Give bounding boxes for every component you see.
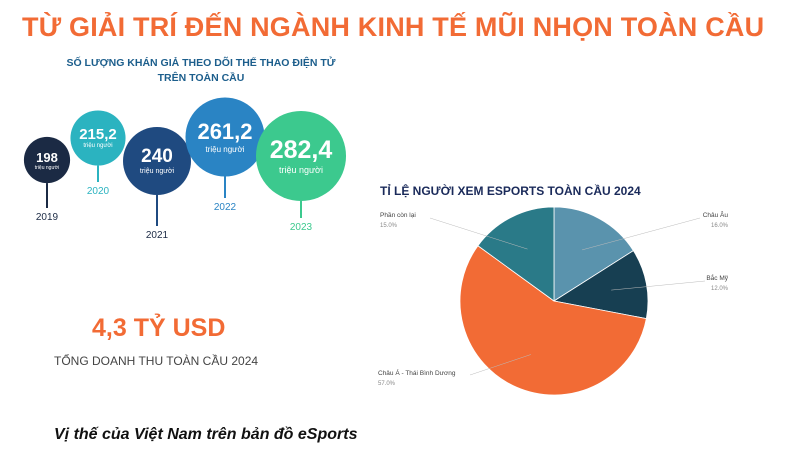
bubble-unit-label: triệu người (205, 144, 245, 154)
pie-slice (553, 206, 634, 302)
revenue-label: TỔNG DOANH THU TOÀN CẦU 2024 (54, 354, 259, 368)
pie-slice-label: Bắc Mỹ (706, 275, 728, 282)
pie-slice-label: Châu Âu (702, 212, 728, 219)
pie-slice (477, 206, 555, 302)
bubble-unit-label: triệu người (83, 143, 113, 150)
pie-slice-value: 12.0% (710, 286, 728, 292)
bubble-unit-label: triệu người (279, 164, 323, 175)
bubble-2023 (255, 110, 347, 202)
bubble-value-label: 282,4 (269, 136, 333, 164)
bubble-unit-label: triệu người (139, 167, 175, 175)
pie-leader-line (611, 280, 706, 291)
image-caption: Vị thế của Việt Nam trên bản đồ eSports (54, 426, 358, 443)
pie-slice-value: 15.0% (380, 223, 398, 229)
page-title: TỪ GIẢI TRÍ ĐẾN NGÀNH KINH TẾ MŨI NHỌN T… (22, 12, 765, 42)
pie-slice-label: Phần còn lại (380, 212, 416, 219)
bubble-value-label: 240 (141, 145, 173, 167)
bubble-2020 (70, 110, 126, 166)
bubble-chart-title: SỐ LƯỢNG KHÁN GIẢ THEO DÕI THỂ THAO ĐIỆN… (66, 57, 336, 84)
pie-slice-value: 16.0% (710, 223, 728, 229)
bubble-unit-label: triệu người (34, 164, 60, 171)
pie-leader-line (429, 217, 528, 250)
pie-slice (552, 250, 649, 320)
year-label: 2020 (86, 186, 110, 197)
pie-leader-line (582, 217, 701, 251)
year-label: 2023 (289, 222, 313, 233)
pie-slice (459, 245, 647, 396)
revenue-value: 4,3 TỶ USD (92, 314, 226, 342)
bubble-2019 (23, 136, 71, 184)
bubble-2022 (185, 97, 265, 177)
pie-leader-line (469, 354, 531, 376)
year-label: 2022 (213, 202, 237, 213)
pie-chart-title: TỈ LỆ NGƯỜI XEM ESPORTS TOÀN CẦU 2024 (380, 184, 641, 198)
bubble-value-label: 198 (36, 149, 58, 165)
pie-slice-label: Châu Á - Thái Bình Dương (378, 370, 456, 377)
bubble-2021 (123, 127, 191, 195)
year-label: 2019 (35, 212, 59, 223)
bubble-value-label: 261,2 (197, 119, 253, 145)
pie-slice-value: 57.0% (378, 381, 396, 387)
bubble-value-label: 215,2 (79, 126, 117, 143)
year-label: 2021 (145, 230, 169, 241)
